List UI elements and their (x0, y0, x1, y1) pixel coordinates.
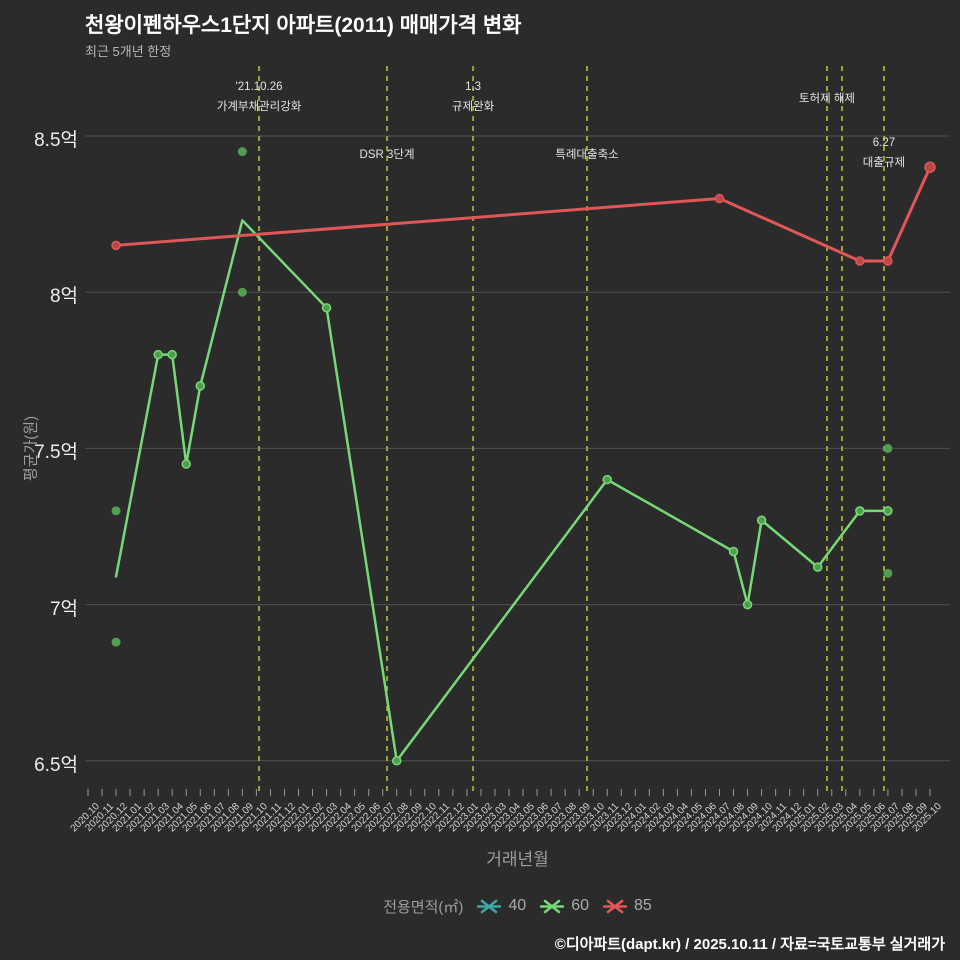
data-point[interactable] (321, 303, 332, 313)
data-point[interactable] (924, 161, 936, 173)
event-annotation: 대출규제 (862, 157, 906, 169)
event-annotation: '21.10.26 (235, 81, 283, 93)
legend: 전용면적(㎡) 40 60 85 (85, 893, 950, 919)
data-point[interactable] (883, 506, 893, 516)
legend-item-85[interactable]: 85 (603, 897, 652, 915)
scatter-point[interactable] (111, 637, 121, 647)
chart-subtitle: 최근 5개년 한정 (85, 44, 172, 59)
footer-credit: ©디아파트(dapt.kr) / 2025.10.11 / 자료=국토교통부 실… (554, 936, 945, 953)
data-point[interactable] (883, 256, 893, 266)
data-point[interactable] (855, 506, 865, 516)
data-point[interactable] (756, 515, 767, 526)
series-line-60 (114, 219, 890, 763)
data-point[interactable] (812, 562, 823, 572)
chart-title: 천왕이펜하우스1단지 아파트(2011) 매매가격 변화 (85, 14, 522, 37)
legend-marker-icon (477, 899, 502, 913)
scatter-point[interactable] (237, 147, 247, 157)
event-annotation: 토허제 해제 (798, 93, 856, 105)
data-point[interactable] (742, 599, 753, 610)
event-annotation: 가계부채관리강화 (216, 101, 302, 113)
event-annotation: 특례대출축소 (555, 149, 619, 161)
legend-marker-stroke (481, 899, 498, 913)
event-annotation: 규제완화 (451, 101, 495, 113)
data-point[interactable] (111, 240, 121, 251)
legend-marker-icon (603, 899, 627, 913)
data-point[interactable] (195, 381, 206, 391)
series-line-85 (114, 165, 932, 263)
y-tick-label: 8.5억 (34, 130, 78, 151)
data-point[interactable] (167, 349, 177, 360)
legend-item-60[interactable]: 60 (540, 897, 589, 915)
y-tick-label: 7.5억 (34, 442, 78, 464)
data-point[interactable] (181, 459, 191, 469)
y-tick-label: 8억 (49, 286, 78, 308)
legend-item-40[interactable]: 40 (477, 897, 526, 915)
legend-marker-stroke (543, 899, 561, 913)
event-annotation: 6.27 (872, 137, 896, 149)
data-point[interactable] (391, 756, 402, 766)
legend-item-label: 40 (508, 897, 527, 914)
event-annotation: DSR 3단계 (359, 149, 415, 161)
y-tick-label: 6.5억 (34, 754, 78, 776)
scatter-point[interactable] (883, 443, 893, 453)
scatter-point[interactable] (237, 287, 247, 297)
legend-item-label: 60 (571, 897, 589, 914)
data-point[interactable] (728, 546, 739, 557)
legend-title: 전용면적(㎡) (383, 898, 464, 916)
scatter-point[interactable] (883, 568, 893, 578)
data-point[interactable] (602, 474, 612, 485)
data-point[interactable] (153, 349, 163, 360)
legend-marker-icon (540, 899, 565, 913)
event-annotation: 1.3 (465, 81, 482, 93)
x-axis-title: 거래년월 (486, 850, 549, 869)
data-point[interactable] (714, 193, 725, 204)
legend-marker-stroke (606, 899, 624, 913)
legend-item-label: 85 (634, 897, 652, 914)
scatter-point[interactable] (111, 506, 121, 516)
data-point[interactable] (855, 256, 865, 266)
y-tick-label: 7억 (49, 598, 78, 620)
